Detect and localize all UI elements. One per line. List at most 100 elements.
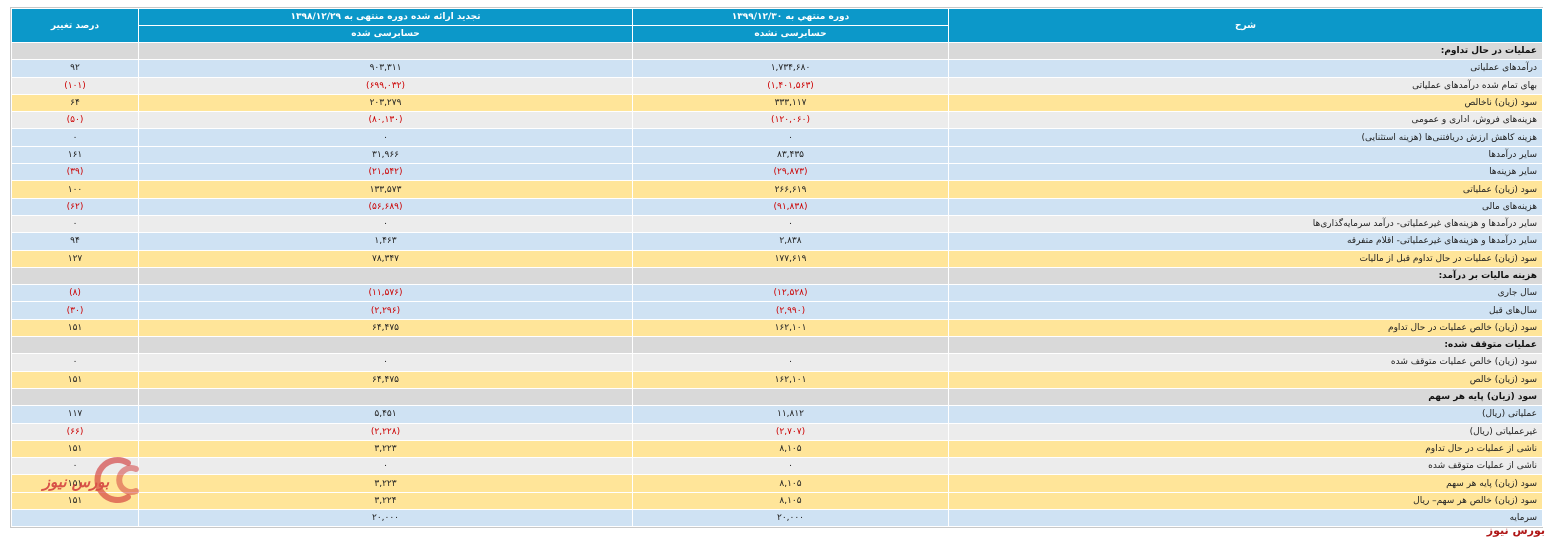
row-percent-change: (۱۰۱) [11, 76, 139, 95]
row-percent-change [11, 41, 139, 61]
row-description: سایر درآمدها و هزینه‌های غیرعملیاتی- اقل… [948, 232, 1543, 251]
row-percent-change: (۳۹) [11, 163, 139, 182]
header-current-audit-status: حسابرسی نشده [632, 25, 949, 43]
row-previous-value: ۶۴,۴۷۵ [138, 370, 633, 389]
row-previous-value: ۷۸,۳۴۷ [138, 249, 633, 268]
table-row: سود (زیان) ناخالص ۳۳۳,۱۱۷ ۲۰۳,۲۷۹ ۶۴ [11, 93, 1543, 113]
row-current-value: ۸۳,۴۳۵ [632, 145, 949, 165]
row-percent-change: ۶۴ [11, 93, 139, 113]
table-row: سایر درآمدها و هزینه‌های غیرعملیاتی- اقل… [11, 232, 1543, 251]
row-previous-value [138, 336, 633, 355]
row-previous-value: ۱,۴۶۳ [138, 232, 633, 251]
table-row: سایر هزینه‌ها (۲۹,۸۷۳) (۲۱,۵۴۲) (۳۹) [11, 163, 1543, 182]
row-previous-value: ۲۰۳,۲۷۹ [138, 93, 633, 113]
row-previous-value: ۶۴,۴۷۵ [138, 318, 633, 338]
header-description: شرح [948, 8, 1543, 43]
row-percent-change: ۰ [11, 353, 139, 372]
watermark-text: بورس نیوز [41, 473, 110, 491]
row-percent-change: ۹۴ [11, 232, 139, 251]
row-description: سود (زیان) پایه هر سهم [948, 387, 1543, 407]
row-percent-change: (۵۰) [11, 111, 139, 130]
table-row: هزینه کاهش ارزش دریافتنی‌ها (هزینه استثن… [11, 128, 1543, 147]
row-description: هزینه کاهش ارزش دریافتنی‌ها (هزینه استثن… [948, 128, 1543, 147]
section-row: هزینه مالیات بر درآمد: [11, 266, 1543, 286]
header-previous-period: تجدید ارائه شده دوره منتهی به ۱۳۹۸/۱۲/۲۹ [138, 8, 633, 26]
row-current-value: (۱۲۰,۰۶۰) [632, 111, 949, 130]
table-row: سرمایه ۲۰,۰۰۰ ۲۰,۰۰۰ [11, 509, 1543, 528]
table-row: سود (زیان) عملیاتی ۲۶۶,۶۱۹ ۱۳۳,۵۷۳ ۱۰۰ [11, 180, 1543, 199]
row-percent-change: (۶۲) [11, 197, 139, 216]
row-description: سایر درآمدها [948, 145, 1543, 165]
row-current-value: (۲,۷۰۷) [632, 422, 949, 441]
row-description: ناشی از عملیات متوقف شده [948, 457, 1543, 476]
row-previous-value: ۰ [138, 214, 633, 234]
row-current-value: ۰ [632, 214, 949, 234]
table-row: سود (زیان) خالص عملیات متوقف شده ۰ ۰ ۰ [11, 353, 1543, 372]
table-row: سال‌های قبل (۲,۹۹۰) (۲,۲۹۶) (۳۰) [11, 301, 1543, 320]
row-previous-value [138, 266, 633, 286]
row-current-value: ۸,۱۰۵ [632, 491, 949, 511]
table-row: سایر درآمدها و هزینه‌های غیرعملیاتی- درآ… [11, 214, 1543, 234]
table-row: سایر درآمدها ۸۳,۴۳۵ ۳۱,۹۶۶ ۱۶۱ [11, 145, 1543, 165]
table-row: سود (زیان) خالص ۱۶۲,۱۰۱ ۶۴,۴۷۵ ۱۵۱ [11, 370, 1543, 389]
table-row: ناشی از عملیات متوقف شده ۰ ۰ ۰ [11, 457, 1543, 476]
row-previous-value: (۲,۲۲۸) [138, 422, 633, 441]
row-description: سود (زیان) خالص [948, 370, 1543, 389]
header-previous-audit-status: حسابرسی شده [138, 25, 633, 43]
table-row: سود (زیان) خالص عملیات در حال تداوم ۱۶۲,۱… [11, 318, 1543, 338]
row-current-value: (۱۲,۵۲۸) [632, 284, 949, 303]
row-previous-value: (۵۶,۶۸۹) [138, 197, 633, 216]
row-description: ناشی از عملیات در حال تداوم [948, 439, 1543, 459]
table-row: بهای تمام شده درآمدهای عملیاتی (۱,۴۰۱,۵۶۳… [11, 76, 1543, 95]
row-previous-value: ۳,۲۲۳ [138, 474, 633, 493]
row-percent-change: ۱۲۷ [11, 249, 139, 268]
table-row: ناشی از عملیات در حال تداوم ۸,۱۰۵ ۳,۲۲۳ ۱۵۱ [11, 439, 1543, 459]
row-previous-value: ۳۱,۹۶۶ [138, 145, 633, 165]
row-current-value: ۰ [632, 353, 949, 372]
row-percent-change: ۱۶۱ [11, 145, 139, 165]
row-previous-value: ۹۰۳,۳۱۱ [138, 59, 633, 78]
table-row: سود (زیان) عملیات در حال تداوم قبل از ما… [11, 249, 1543, 268]
row-description: سایر درآمدها و هزینه‌های غیرعملیاتی- درآ… [948, 214, 1543, 234]
row-current-value: ۰ [632, 457, 949, 476]
row-description: سود (زیان) خالص هر سهم– ریال [948, 491, 1543, 511]
row-current-value: (۹۱,۸۳۸) [632, 197, 949, 216]
table-row: درآمدهای عملیاتی ۱,۷۳۴,۶۸۰ ۹۰۳,۳۱۱ ۹۲ [11, 59, 1543, 78]
row-previous-value: ۲۰,۰۰۰ [138, 509, 633, 528]
financial-table-container: شرح دوره منتهي به ۱۳۹۹/۱۲/۳۰ تجدید ارائه… [10, 7, 1543, 529]
row-previous-value: (۸۰,۱۳۰) [138, 111, 633, 130]
row-description: سایر هزینه‌ها [948, 163, 1543, 182]
row-percent-change [11, 509, 139, 528]
table-row: سال جاری (۱۲,۵۲۸) (۱۱,۵۷۶) (۸) [11, 284, 1543, 303]
row-previous-value: (۶۹۹,۰۳۲) [138, 76, 633, 95]
brand-label: بورس نیوز [1486, 524, 1545, 537]
row-percent-change: ۱۵۱ [11, 439, 139, 459]
row-percent-change: (۶۶) [11, 422, 139, 441]
row-current-value [632, 336, 949, 355]
row-current-value [632, 41, 949, 61]
row-description: هزینه‌های فروش، اداری و عمومی [948, 111, 1543, 130]
section-row: عملیات متوقف شده: [11, 336, 1543, 355]
row-current-value: ۳۳۳,۱۱۷ [632, 93, 949, 113]
row-percent-change: (۳۰) [11, 301, 139, 320]
row-description: هزینه مالیات بر درآمد: [948, 266, 1543, 286]
row-description: سود (زیان) عملیاتی [948, 180, 1543, 199]
row-percent-change: ۱۵۱ [11, 318, 139, 338]
row-current-value: ۲,۸۳۸ [632, 232, 949, 251]
row-current-value [632, 266, 949, 286]
row-current-value: (۱,۴۰۱,۵۶۳) [632, 76, 949, 95]
bourse-news-watermark-logo: بورس نیوز [41, 457, 139, 503]
row-current-value: ۲۶۶,۶۱۹ [632, 180, 949, 199]
row-current-value: ۲۰,۰۰۰ [632, 509, 949, 528]
row-previous-value: (۱۱,۵۷۶) [138, 284, 633, 303]
row-current-value: ۸,۱۰۵ [632, 474, 949, 493]
table-row: عملیاتی (ریال) ۱۱,۸۱۲ ۵,۴۵۱ ۱۱۷ [11, 405, 1543, 424]
row-description: سود (زیان) عملیات در حال تداوم قبل از ما… [948, 249, 1543, 268]
table-row: هزینه‌های فروش، اداری و عمومی (۱۲۰,۰۶۰) (۸… [11, 111, 1543, 130]
row-current-value: ۱۷۷,۶۱۹ [632, 249, 949, 268]
row-description: غیرعملیاتی (ریال) [948, 422, 1543, 441]
row-description: سود (زیان) پایه هر سهم [948, 474, 1543, 493]
row-description: سود (زیان) خالص عملیات در حال تداوم [948, 318, 1543, 338]
row-description: عملیات در حال تداوم: [948, 41, 1543, 61]
row-previous-value: ۳,۲۲۳ [138, 439, 633, 459]
